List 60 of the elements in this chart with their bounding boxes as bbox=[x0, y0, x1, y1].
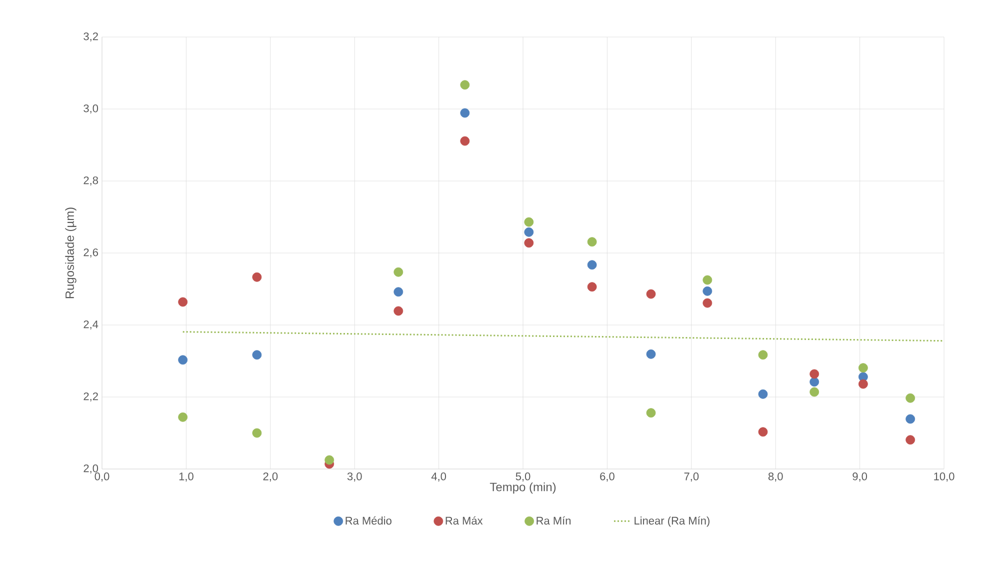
point bbox=[858, 363, 868, 373]
legend-label: Ra Máx bbox=[446, 516, 483, 525]
y-axis-title: Rugosidade (µm) bbox=[65, 208, 76, 298]
point bbox=[460, 136, 470, 146]
x-tick-label: 1,0 bbox=[179, 472, 194, 482]
point bbox=[646, 408, 656, 418]
point bbox=[460, 80, 470, 90]
x-tick-label: 3,0 bbox=[347, 472, 362, 482]
y-tick-label: 3,0 bbox=[84, 104, 98, 114]
point bbox=[702, 286, 712, 296]
x-tick-label: 9,0 bbox=[852, 472, 868, 482]
point bbox=[524, 217, 534, 227]
point bbox=[524, 227, 534, 237]
point bbox=[587, 260, 597, 270]
point bbox=[702, 275, 712, 285]
point bbox=[810, 369, 820, 379]
point bbox=[178, 355, 188, 365]
y-tick-label: 2,6 bbox=[84, 248, 98, 258]
point bbox=[394, 267, 404, 277]
y-tick-label: 2,2 bbox=[84, 392, 98, 402]
y-tick-label: 2,8 bbox=[84, 176, 98, 186]
x-tick-label: 6,0 bbox=[600, 472, 614, 482]
point bbox=[906, 393, 916, 403]
x-tick-label: 0,0 bbox=[94, 472, 110, 482]
point bbox=[758, 350, 768, 360]
point bbox=[646, 289, 656, 299]
point bbox=[587, 237, 597, 247]
point bbox=[646, 349, 656, 359]
point bbox=[252, 350, 262, 360]
point bbox=[394, 306, 404, 316]
x-tick-label: 8,0 bbox=[768, 472, 783, 482]
y-tick-label: 2,4 bbox=[84, 320, 98, 330]
point bbox=[702, 298, 712, 308]
legend-label: Linear (Ra Mín) bbox=[634, 516, 710, 527]
y-tick-label: 2,0 bbox=[84, 464, 98, 474]
point bbox=[524, 238, 534, 248]
point bbox=[324, 455, 334, 465]
legend-label: Ra Médio bbox=[346, 516, 392, 525]
point bbox=[906, 435, 916, 445]
x-tick-label: 4,0 bbox=[431, 472, 446, 482]
point bbox=[758, 427, 768, 437]
point bbox=[178, 412, 188, 422]
point bbox=[858, 379, 868, 389]
x-tick-label: 10,0 bbox=[934, 472, 954, 482]
point bbox=[587, 282, 597, 292]
x-tick-label: 2,0 bbox=[263, 472, 278, 482]
x-tick-label: 5,0 bbox=[516, 472, 530, 482]
x-tick-label: 7,0 bbox=[684, 472, 699, 482]
point bbox=[178, 297, 188, 307]
point bbox=[394, 287, 404, 297]
point bbox=[252, 272, 262, 282]
point bbox=[460, 108, 470, 118]
point bbox=[252, 428, 262, 438]
point bbox=[810, 387, 820, 397]
point bbox=[906, 414, 916, 424]
x-axis-title: Tempo (min) bbox=[490, 482, 556, 494]
y-tick-label: 3,2 bbox=[84, 32, 98, 42]
point bbox=[810, 377, 820, 387]
point bbox=[758, 389, 768, 399]
legend-label: Ra Mín bbox=[536, 516, 571, 525]
